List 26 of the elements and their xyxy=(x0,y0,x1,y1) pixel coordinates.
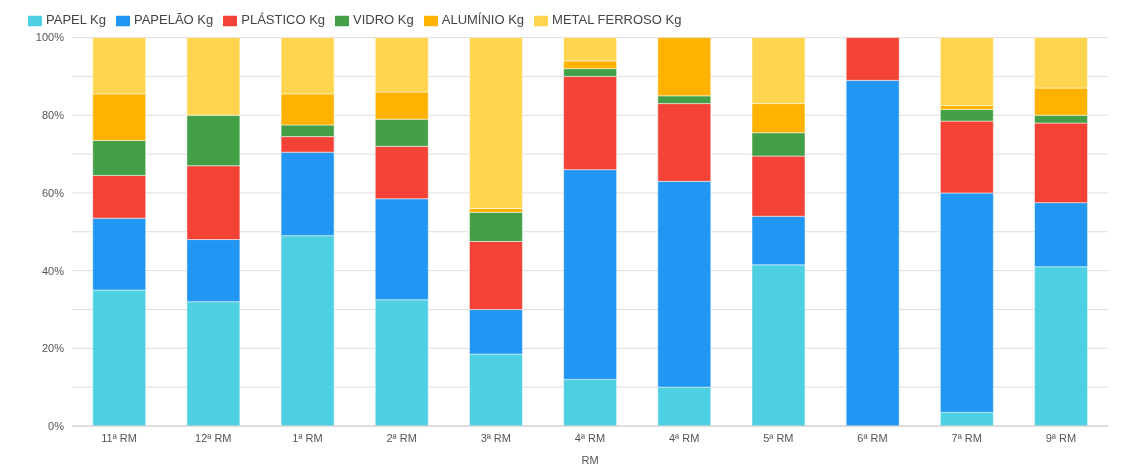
x-tick-label: 1ª RM xyxy=(292,431,323,444)
x-tick-label: 7ª RM xyxy=(951,431,982,444)
y-tick-label: 60% xyxy=(41,186,65,199)
x-tick-label: 4ª RM xyxy=(669,431,700,444)
y-tick-label: 0% xyxy=(48,419,65,432)
x-tick-label: 2ª RM xyxy=(386,431,417,444)
x-axis-title: RM xyxy=(581,453,599,466)
y-tick-label: 20% xyxy=(41,342,65,355)
legend-label: ALUMÍNIO Kg xyxy=(441,12,525,27)
x-tick-label: 9ª RM xyxy=(1045,431,1077,444)
legend-label: PAPEL Kg xyxy=(46,12,106,27)
x-tick-label: 11ª RM xyxy=(101,431,137,444)
legend-label: PLÁSTICO Kg xyxy=(241,12,326,27)
y-tick-label: 40% xyxy=(41,264,65,277)
bar xyxy=(469,37,523,209)
x-tick-label: 5ª RM xyxy=(763,431,794,444)
x-tick-label: 12ª RM xyxy=(195,431,232,444)
x-tick-label: 3ª RM xyxy=(480,431,511,444)
x-tick-label: 4ª RM xyxy=(574,431,606,444)
x-tick-label: 6ª RM xyxy=(857,431,888,444)
y-tick-label: 80% xyxy=(41,109,65,122)
legend-label: PAPELÃO Kg xyxy=(133,12,214,27)
legend-label: VIDRO Kg xyxy=(353,12,414,27)
bar xyxy=(940,37,994,106)
legend-label: METAL FERROSO Kg xyxy=(552,12,682,27)
y-tick-label: 100% xyxy=(35,31,65,44)
